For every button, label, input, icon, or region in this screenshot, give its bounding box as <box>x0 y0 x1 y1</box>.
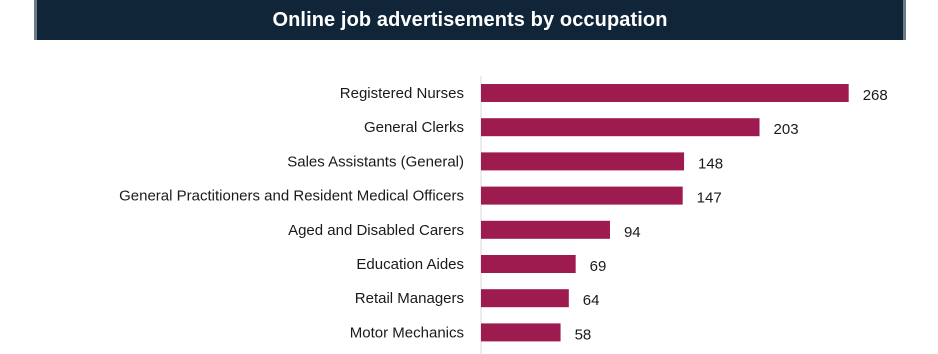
bar-3 <box>481 186 683 205</box>
category-label-7: Motor Mechanics <box>350 324 464 341</box>
value-label-0: 268 <box>863 87 888 104</box>
bar-1 <box>481 118 760 137</box>
category-labels-group: Registered Nurses General Clerks Sales Ass… <box>119 85 464 341</box>
category-label-3: General Practitioners and Resident Medic… <box>119 188 464 205</box>
bar-7 <box>481 323 561 342</box>
chart-title: Online job advertisements by occupation <box>272 8 668 31</box>
bar-0 <box>481 84 849 102</box>
bar-2 <box>481 152 685 171</box>
category-label-6: Retail Managers <box>355 290 464 307</box>
value-label-1: 203 <box>774 121 799 138</box>
category-label-4: Aged and Disabled Carers <box>288 222 464 239</box>
category-label-2: Sales Assistants (General) <box>287 153 464 170</box>
bars-group <box>481 84 849 342</box>
value-label-3: 147 <box>697 190 722 207</box>
value-label-7: 58 <box>575 326 592 343</box>
bar-5 <box>481 255 576 273</box>
value-label-4: 94 <box>624 224 641 241</box>
bar-4 <box>481 220 610 239</box>
bar-6 <box>481 289 569 308</box>
category-label-0: Registered Nurses <box>340 85 464 102</box>
category-label-1: General Clerks <box>364 119 464 136</box>
category-label-5: Education Aides <box>356 256 464 273</box>
value-label-6: 64 <box>583 292 600 309</box>
value-label-5: 69 <box>590 258 607 275</box>
chart-title-bar: Online job advertisements by occupation <box>34 0 906 40</box>
value-label-2: 148 <box>698 155 723 172</box>
value-labels-group: 268 203 148 147 94 69 64 58 <box>575 87 888 343</box>
